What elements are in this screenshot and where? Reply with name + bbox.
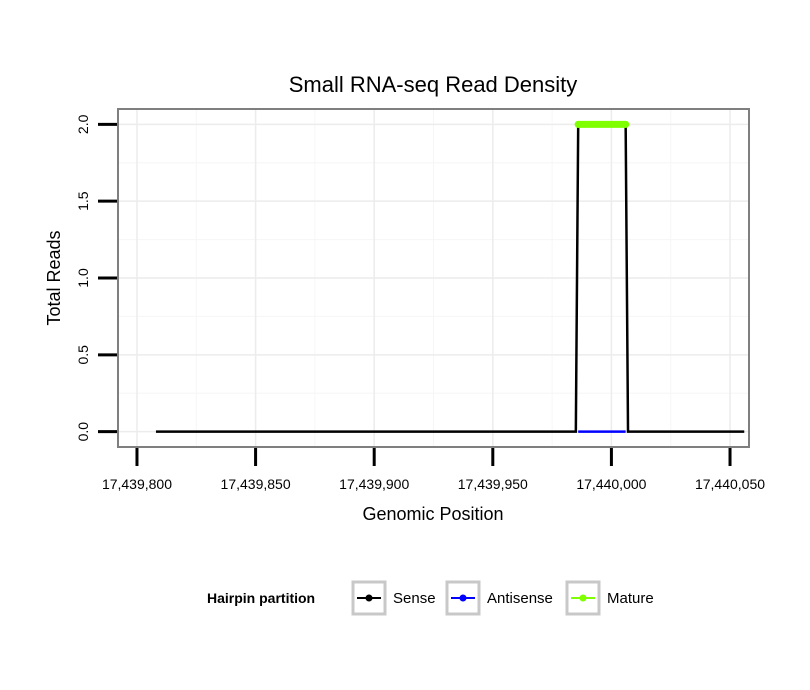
y-axis-title: Total Reads xyxy=(44,230,64,325)
y-axis: 0.0 0.5 1.0 1.5 2.0 xyxy=(75,114,117,441)
legend-sense-key-point xyxy=(365,594,373,602)
x-tick-label: 17,439,800 xyxy=(102,476,172,492)
y-tick-label: 1.5 xyxy=(75,191,91,211)
x-tick-label: 17,440,000 xyxy=(576,476,646,492)
grid-lines xyxy=(118,109,749,447)
x-tick-label: 17,440,050 xyxy=(695,476,765,492)
legend: Hairpin partition Sense Antisense Mature xyxy=(207,580,654,616)
series-layer xyxy=(155,120,745,433)
y-tick-label: 0.0 xyxy=(75,422,91,442)
chart-title: Small RNA-seq Read Density xyxy=(289,72,578,97)
legend-title: Hairpin partition xyxy=(207,590,315,606)
x-tick-label: 17,439,900 xyxy=(339,476,409,492)
legend-mature-key-point xyxy=(579,594,587,602)
series-mature-point xyxy=(574,120,582,128)
legend-mature-label: Mature xyxy=(607,590,654,607)
x-axis-title: Genomic Position xyxy=(362,504,503,524)
x-tick-label: 17,439,950 xyxy=(458,476,528,492)
x-tick-label: 17,439,850 xyxy=(221,476,291,492)
legend-antisense-label: Antisense xyxy=(487,590,553,607)
legend-sense-label: Sense xyxy=(393,590,436,607)
series-mature-point xyxy=(622,120,630,128)
y-tick-label: 2.0 xyxy=(75,114,91,134)
x-axis: 17,439,800 17,439,850 17,439,900 17,439,950… xyxy=(102,448,765,492)
y-tick-label: 0.5 xyxy=(75,345,91,365)
plot-panel-border xyxy=(117,108,750,448)
y-tick-label: 1.0 xyxy=(75,268,91,288)
legend-antisense-key-point xyxy=(459,594,467,602)
